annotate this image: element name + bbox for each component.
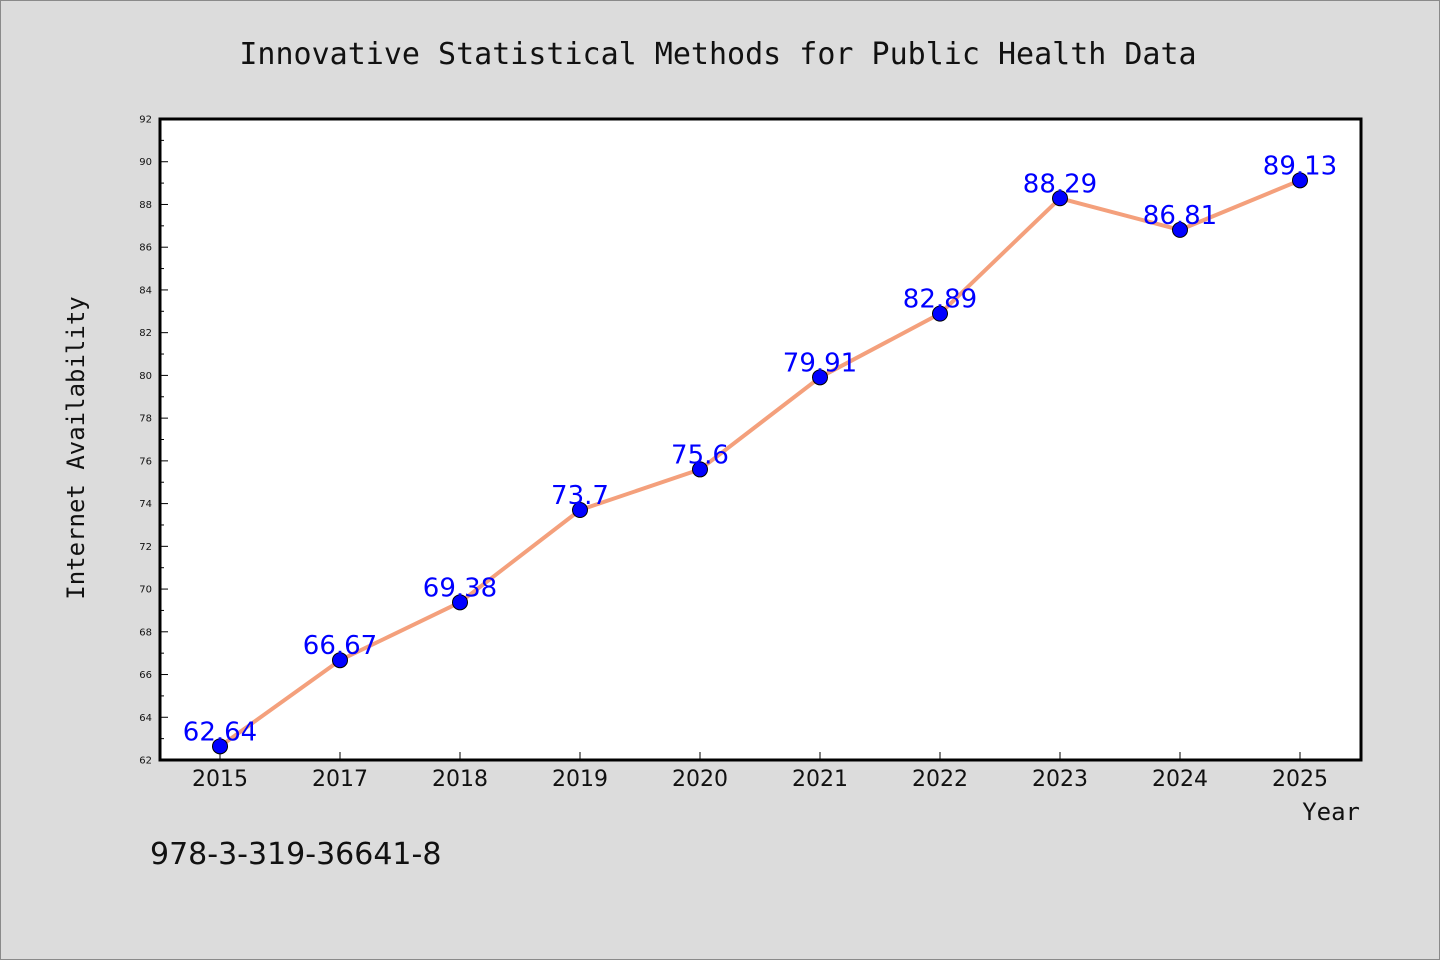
y-tick-label: 76 <box>139 456 152 467</box>
y-tick-label: 80 <box>139 371 152 382</box>
x-tick-label: 2020 <box>672 767 728 792</box>
data-point <box>1292 172 1308 189</box>
data-point <box>212 738 228 755</box>
y-tick-label: 62 <box>139 756 152 767</box>
y-tick-label: 84 <box>139 285 152 296</box>
data-point <box>1172 221 1188 238</box>
x-axis-tick-labels: 2015 2017 2018 2019 2020 2021 2022 2023 2024 2025 <box>192 767 1328 792</box>
y-tick-label: 88 <box>139 200 152 211</box>
y-axis-tick-labels: 62 64 66 68 70 72 74 76 78 80 82 84 86 88 90 92 <box>139 115 152 767</box>
y-tick-label: 82 <box>139 328 152 339</box>
x-tick-label: 2018 <box>432 767 488 792</box>
y-tick-label: 70 <box>139 585 152 596</box>
x-tick-label: 2023 <box>1032 767 1088 792</box>
y-tick-label: 74 <box>139 499 152 510</box>
data-label: 75.6 <box>671 440 729 470</box>
data-label: 66.67 <box>303 631 377 661</box>
data-point <box>332 652 348 669</box>
y-tick-label: 90 <box>139 157 152 168</box>
y-tick-label: 78 <box>139 414 152 425</box>
data-point <box>932 305 948 322</box>
y-axis-label: Internet Availability <box>62 296 90 599</box>
y-tick-label: 68 <box>139 627 152 638</box>
data-point <box>1052 190 1068 207</box>
y-tick-label: 66 <box>139 670 152 681</box>
data-label: 62.64 <box>183 717 257 747</box>
x-tick-label: 2017 <box>312 767 368 792</box>
data-labels: 62.64 66.67 69.38 73.7 75.6 79.91 82.89 88.29 86… <box>183 151 1337 747</box>
y-tick-label: 72 <box>139 542 152 553</box>
x-tick-label: 2021 <box>792 767 848 792</box>
data-markers <box>212 172 1308 755</box>
data-point <box>572 502 588 519</box>
data-label: 79.91 <box>783 348 857 378</box>
chart-title: Innovative Statistical Methods for Publi… <box>239 37 1196 72</box>
data-point <box>812 369 828 386</box>
axis-ticks <box>160 118 1301 761</box>
y-tick-label: 92 <box>139 115 152 126</box>
data-point <box>692 461 708 478</box>
data-label: 82.89 <box>903 285 977 315</box>
y-tick-label: 64 <box>139 713 152 724</box>
data-label: 88.29 <box>1023 169 1097 199</box>
x-tick-label: 2024 <box>1152 767 1208 792</box>
data-label: 69.38 <box>423 573 497 603</box>
x-axis-label: Year <box>1302 798 1360 826</box>
isbn-text: 978-3-319-36641-8 <box>150 837 441 872</box>
data-label: 86.81 <box>1143 201 1217 231</box>
x-tick-label: 2025 <box>1272 767 1328 792</box>
data-label: 89.13 <box>1263 151 1337 181</box>
y-tick-label: 86 <box>139 243 152 254</box>
x-tick-label: 2022 <box>912 767 968 792</box>
x-tick-label: 2015 <box>192 767 248 792</box>
series-line <box>218 178 1302 749</box>
data-label: 73.7 <box>551 481 609 511</box>
data-point <box>452 594 468 611</box>
x-tick-label: 2019 <box>552 767 608 792</box>
